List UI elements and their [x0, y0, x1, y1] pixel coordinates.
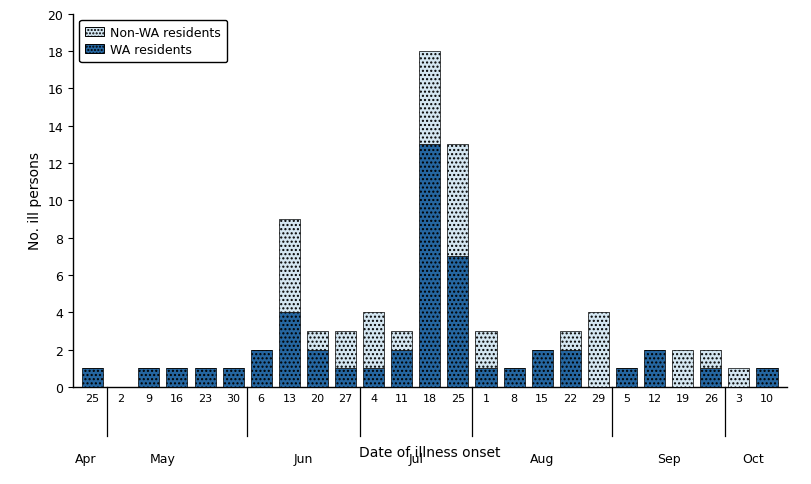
X-axis label: Date of illness onset: Date of illness onset	[359, 445, 500, 459]
Text: Jun: Jun	[294, 453, 313, 466]
Bar	[419, 145, 440, 387]
Bar	[560, 332, 581, 350]
Bar	[335, 332, 356, 369]
Bar	[363, 369, 384, 387]
Bar	[251, 350, 272, 387]
Bar	[700, 369, 721, 387]
Bar	[139, 369, 160, 387]
Text: May: May	[150, 453, 176, 466]
Bar	[279, 220, 300, 313]
Bar	[335, 369, 356, 387]
Bar	[166, 369, 187, 387]
Bar	[279, 313, 300, 387]
Bar	[222, 369, 243, 387]
Legend: Non-WA residents, WA residents: Non-WA residents, WA residents	[79, 21, 228, 63]
Bar	[82, 369, 103, 387]
Bar	[448, 145, 469, 257]
Bar	[644, 350, 665, 387]
Text: Oct: Oct	[742, 453, 764, 466]
Bar	[504, 369, 525, 387]
Bar	[616, 369, 637, 387]
Bar	[728, 369, 749, 387]
Bar	[757, 369, 778, 387]
Bar	[475, 332, 496, 369]
Y-axis label: No. ill persons: No. ill persons	[28, 152, 42, 250]
Bar	[195, 369, 216, 387]
Bar	[700, 350, 721, 369]
Text: Jul: Jul	[408, 453, 423, 466]
Text: Aug: Aug	[530, 453, 555, 466]
Text: Sep: Sep	[657, 453, 680, 466]
Bar	[475, 369, 496, 387]
Bar	[672, 350, 693, 387]
Bar	[307, 332, 328, 350]
Bar	[363, 313, 384, 369]
Bar	[391, 332, 412, 350]
Bar	[588, 313, 609, 387]
Bar	[532, 350, 553, 387]
Bar	[391, 350, 412, 387]
Text: Apr: Apr	[75, 453, 97, 466]
Bar	[560, 350, 581, 387]
Bar	[448, 257, 469, 387]
Bar	[419, 52, 440, 145]
Bar	[307, 350, 328, 387]
